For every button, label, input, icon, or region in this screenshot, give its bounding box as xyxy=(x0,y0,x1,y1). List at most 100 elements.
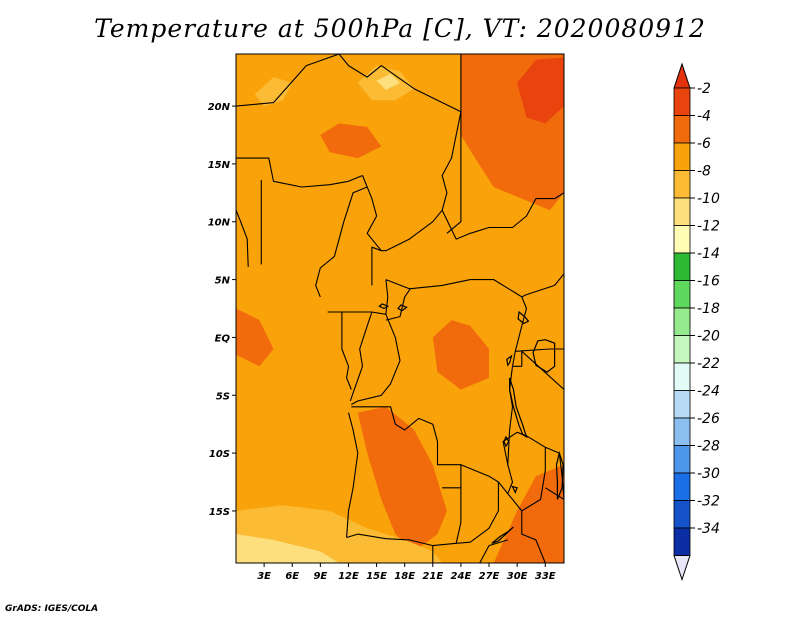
border-line xyxy=(385,288,411,321)
lon-tick-label: 27E xyxy=(479,571,500,582)
colorbar-label: -30 xyxy=(697,466,720,482)
lat-tick-label: 15S xyxy=(209,507,230,518)
border-line xyxy=(371,246,382,286)
lon-tick-label: 24E xyxy=(451,571,472,582)
lake-outline xyxy=(511,485,518,494)
colorbar-label: -24 xyxy=(697,384,720,400)
colorbar-label: -34 xyxy=(697,521,720,537)
border-line xyxy=(351,314,401,405)
chart-title: Temperature at 500hPa [C], VT: 202008091… xyxy=(94,14,706,43)
colorbar-label: -26 xyxy=(697,411,720,427)
border-line xyxy=(361,111,462,252)
border-line xyxy=(380,54,462,113)
colorbar-label: -10 xyxy=(697,191,720,207)
colorbar: -2 -4 -6 -8 -10 -12 -14 -16 -18 -20 -22 -24 -26 -28 -3… xyxy=(673,62,720,582)
border-line xyxy=(507,447,546,512)
border-line xyxy=(441,192,564,240)
lat-tick-label: 5S xyxy=(216,391,230,402)
field-region-cooler-southwest xyxy=(236,534,340,563)
lake-outline xyxy=(532,339,556,373)
colorbar-swatch xyxy=(673,252,691,281)
border-line xyxy=(236,209,249,267)
grads-credit: GrADS: IGES/COLA xyxy=(5,604,99,614)
border-line xyxy=(469,482,499,543)
colorbar-label: -22 xyxy=(697,356,720,372)
lat-tick-label: 10S xyxy=(209,449,230,460)
border-line xyxy=(521,510,546,563)
border-line xyxy=(515,348,564,352)
colorbar-label: -8 xyxy=(697,164,711,180)
lat-tick-label: EQ xyxy=(215,333,231,344)
lake-outline xyxy=(491,526,514,544)
colorbar-label: -2 xyxy=(697,81,711,97)
lat-tick-label: 20N xyxy=(208,102,231,113)
lon-tick-label: 18E xyxy=(394,571,415,582)
field-region-warm-angola xyxy=(357,406,447,552)
field-region-core-northeast xyxy=(517,57,564,124)
border-line xyxy=(236,54,340,107)
lake-outline xyxy=(378,303,390,310)
colorbar-swatch xyxy=(673,527,691,556)
colorbar-swatch xyxy=(673,307,691,336)
colorbar-label: -18 xyxy=(697,301,720,317)
lon-tick-label: 3E xyxy=(257,571,271,582)
border-line xyxy=(351,406,462,488)
colorbar-swatch xyxy=(673,115,691,144)
colorbar-label: -16 xyxy=(697,274,720,290)
lon-tick-label: 33E xyxy=(535,571,556,582)
lon-tick-label: 9E xyxy=(313,571,327,582)
colorbar-swatch xyxy=(673,390,691,419)
border-line xyxy=(512,351,523,367)
colorbar-top-arrow xyxy=(673,62,691,89)
lake-outline xyxy=(506,354,513,367)
lon-tick-label: 12E xyxy=(338,571,359,582)
lat-tick-label: 5N xyxy=(215,276,231,287)
colorbar-label: -4 xyxy=(697,109,711,125)
lon-tick-label: 21E xyxy=(422,571,443,582)
map-frame xyxy=(235,53,565,564)
colorbar-swatch xyxy=(673,142,691,171)
lon-tick-label: 30E xyxy=(507,571,528,582)
colorbar-swatch xyxy=(673,87,691,116)
field-region-cooler-sahara xyxy=(376,73,400,90)
map-axes: 20N 15N 10N 5N EQ 5S 10S 15S 3E 6E 9E 12E 15E 18E 21E 2… xyxy=(208,102,556,582)
border-line xyxy=(545,487,564,500)
border-line xyxy=(385,273,564,298)
field-region-warm-drc xyxy=(432,320,489,390)
lake-outline xyxy=(509,377,528,439)
colorbar-label: -12 xyxy=(697,219,720,235)
border-line xyxy=(349,311,373,402)
colorbar-swatch xyxy=(673,335,691,364)
border-line xyxy=(346,412,359,538)
colorbar-label: -20 xyxy=(697,329,720,345)
field-region-warm-north-chad xyxy=(320,123,382,159)
border-line xyxy=(521,350,564,390)
border-line xyxy=(442,487,462,544)
border-line xyxy=(446,111,462,234)
temperature-field xyxy=(236,54,564,563)
lat-tick-label: 15N xyxy=(208,160,231,171)
lon-tick-label: 6E xyxy=(285,571,299,582)
border-line xyxy=(338,54,382,78)
colorbar-swatch xyxy=(673,500,691,529)
country-borders xyxy=(236,54,564,563)
colorbar-swatch xyxy=(673,445,691,474)
field-region-cool-northwest xyxy=(254,77,293,107)
colorbar-label: -32 xyxy=(697,494,720,510)
lake-outline xyxy=(555,450,564,500)
field-region-warm-atlantic xyxy=(236,308,274,367)
colorbar-swatch xyxy=(673,362,691,391)
colorbar-label: -28 xyxy=(697,439,720,455)
border-line xyxy=(315,186,368,298)
colorbar-label: -6 xyxy=(697,136,711,152)
lake-outline xyxy=(503,435,510,448)
border-line xyxy=(327,311,352,390)
colorbar-bottom-arrow xyxy=(673,555,691,582)
lake-outline xyxy=(397,304,408,312)
border-line xyxy=(460,431,527,495)
lake-outline xyxy=(517,310,530,325)
border-line xyxy=(479,539,508,563)
lon-tick-label: 15E xyxy=(366,571,387,582)
colorbar-swatch xyxy=(673,170,691,199)
